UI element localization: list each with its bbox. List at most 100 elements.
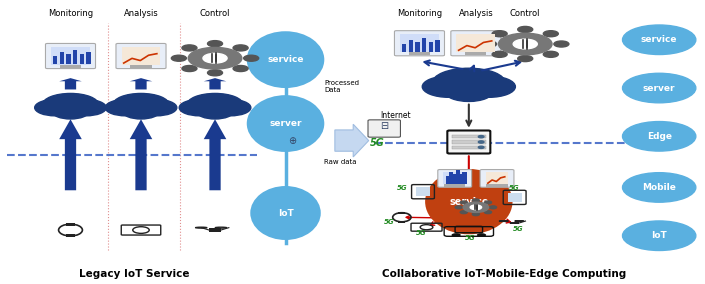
Circle shape (233, 45, 248, 51)
Text: Monitoring: Monitoring (397, 9, 442, 18)
Circle shape (517, 26, 533, 32)
Text: Raw data: Raw data (324, 159, 357, 165)
Circle shape (517, 56, 533, 62)
Bar (462, 172, 467, 184)
Circle shape (203, 53, 227, 63)
Circle shape (188, 47, 242, 69)
Text: IoT: IoT (651, 231, 667, 240)
Circle shape (113, 93, 169, 116)
Ellipse shape (247, 31, 324, 88)
Circle shape (179, 99, 220, 116)
Circle shape (35, 99, 75, 116)
Bar (444, 183, 465, 187)
Circle shape (623, 73, 696, 103)
Bar (398, 212, 405, 214)
Bar (66, 54, 70, 64)
Bar (416, 187, 430, 196)
Circle shape (472, 199, 479, 202)
Circle shape (233, 66, 248, 72)
Circle shape (484, 201, 491, 204)
Text: ⊕: ⊕ (288, 135, 297, 146)
Bar (415, 41, 419, 51)
Bar (452, 184, 458, 186)
Text: IoT: IoT (278, 208, 293, 218)
FancyBboxPatch shape (46, 43, 96, 68)
Text: server: server (269, 119, 302, 128)
Bar (494, 184, 500, 186)
FancyBboxPatch shape (368, 120, 400, 137)
Bar (400, 34, 439, 52)
Circle shape (42, 93, 99, 116)
Bar (68, 64, 73, 68)
Circle shape (422, 76, 475, 97)
Bar (452, 146, 486, 149)
Text: 5G: 5G (509, 185, 520, 191)
Circle shape (244, 55, 259, 61)
FancyBboxPatch shape (448, 131, 491, 153)
Text: service: service (267, 55, 304, 64)
Text: 5G: 5G (415, 230, 427, 237)
Circle shape (477, 233, 486, 237)
Bar (417, 51, 422, 55)
FancyBboxPatch shape (480, 170, 514, 187)
Bar (473, 51, 479, 55)
FancyArrow shape (204, 78, 226, 89)
Bar (455, 170, 460, 184)
Bar (138, 64, 144, 68)
Bar (87, 52, 90, 64)
Circle shape (432, 68, 505, 98)
Circle shape (479, 146, 484, 149)
Bar (449, 172, 453, 184)
Circle shape (66, 99, 106, 116)
Circle shape (460, 201, 467, 204)
Text: Processed
Data: Processed Data (324, 80, 360, 93)
Circle shape (182, 45, 197, 51)
FancyBboxPatch shape (116, 43, 166, 68)
Bar (60, 65, 81, 68)
Bar (510, 222, 520, 224)
Bar (66, 235, 75, 237)
FancyArrow shape (130, 78, 152, 89)
Ellipse shape (247, 95, 324, 152)
Text: Edge: Edge (646, 132, 672, 141)
Text: ⊟: ⊟ (380, 121, 388, 131)
Text: 5G: 5G (465, 235, 476, 241)
Bar (54, 56, 58, 64)
FancyBboxPatch shape (395, 31, 445, 56)
Circle shape (470, 205, 482, 210)
Circle shape (445, 82, 493, 101)
Circle shape (623, 25, 696, 55)
Circle shape (455, 206, 462, 209)
Circle shape (182, 66, 197, 72)
Text: Mobile: Mobile (642, 183, 676, 192)
Text: Control: Control (200, 9, 231, 18)
Bar (60, 52, 64, 64)
Circle shape (207, 70, 223, 76)
Circle shape (554, 41, 569, 47)
Bar (465, 52, 486, 55)
Bar (80, 54, 84, 64)
Circle shape (492, 31, 507, 37)
Bar (443, 172, 466, 184)
Bar (508, 193, 522, 202)
Text: Analysis: Analysis (458, 9, 493, 18)
Circle shape (52, 104, 89, 119)
Circle shape (105, 99, 146, 116)
Bar (446, 176, 450, 184)
Text: 5G: 5G (370, 138, 384, 149)
Bar (130, 65, 152, 68)
Circle shape (210, 99, 251, 116)
Text: Internet: Internet (381, 110, 411, 120)
Bar (452, 135, 486, 138)
Circle shape (123, 104, 159, 119)
Circle shape (479, 141, 484, 143)
Circle shape (498, 33, 552, 55)
Bar (398, 221, 405, 223)
Bar (409, 52, 430, 55)
Bar (402, 43, 406, 51)
Text: Control: Control (510, 9, 541, 18)
Circle shape (513, 39, 537, 49)
Circle shape (136, 99, 177, 116)
Bar (122, 47, 161, 65)
Circle shape (489, 206, 496, 209)
